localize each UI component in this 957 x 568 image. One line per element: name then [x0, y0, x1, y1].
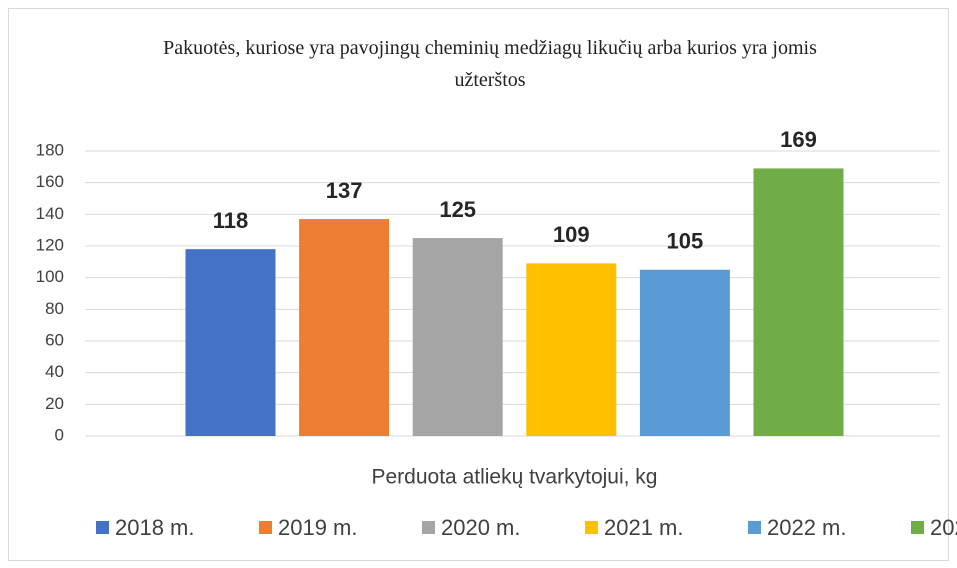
legend-swatch [96, 521, 109, 534]
legend-swatch [748, 521, 761, 534]
data-label: 118 [213, 208, 249, 233]
bar [299, 219, 390, 436]
y-tick-label: 160 [36, 172, 64, 191]
legend-label: 2021 m. [604, 515, 684, 540]
bar [185, 249, 276, 436]
data-label: 105 [667, 229, 704, 254]
legend-label: 2023 m. [930, 515, 957, 540]
y-tick-label: 100 [36, 267, 64, 286]
y-tick-label: 40 [45, 362, 64, 381]
data-label: 169 [780, 127, 817, 152]
y-tick-label: 20 [45, 394, 64, 413]
y-tick-label: 140 [36, 204, 64, 223]
x-tick-label: Perduota atliekų tvarkytojui, kg [372, 466, 658, 489]
legend-label: 2018 m. [115, 515, 195, 540]
y-tick-label: 0 [55, 425, 64, 444]
legend-swatch [585, 521, 598, 534]
legend-swatch [422, 521, 435, 534]
bar [526, 263, 617, 436]
legend-swatch [259, 521, 272, 534]
bar [639, 269, 730, 436]
y-tick-label: 120 [36, 235, 64, 254]
data-label: 137 [326, 178, 363, 203]
chart-title: Pakuotės, kuriose yra pavojingų cheminių… [163, 37, 817, 91]
legend-label: 2020 m. [441, 515, 521, 540]
bar [753, 168, 844, 436]
legend-swatch [911, 521, 924, 534]
legend-label: 2019 m. [278, 515, 358, 540]
y-tick-label: 60 [45, 330, 64, 349]
data-label: 125 [439, 197, 476, 222]
y-tick-label: 180 [36, 140, 64, 159]
y-tick-label: 80 [45, 299, 64, 318]
data-label: 109 [553, 222, 590, 247]
bar [412, 238, 503, 436]
legend-label: 2022 m. [767, 515, 847, 540]
